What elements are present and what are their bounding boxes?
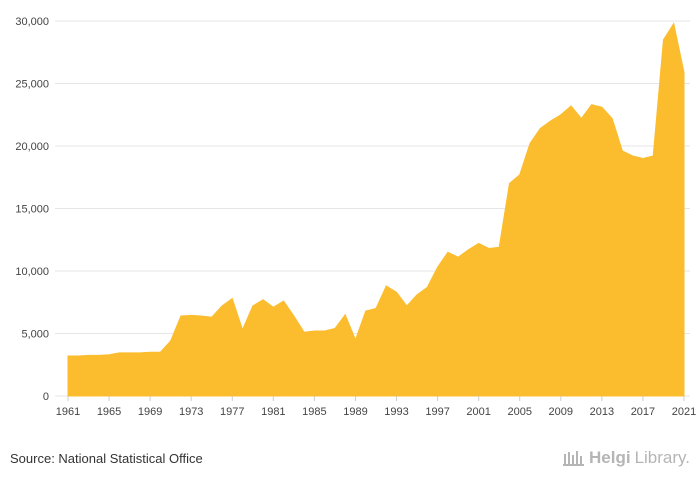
x-tick-label: 2005 — [507, 406, 531, 418]
area-chart: 0 5,000 10,000 15,000 20,000 25,000 30,000 196… — [15, 16, 696, 418]
data-point — [271, 305, 276, 310]
x-tick-label: 1961 — [56, 406, 80, 418]
x-tick-label: 2017 — [631, 406, 655, 418]
data-point — [620, 149, 625, 154]
data-point — [291, 314, 296, 319]
data-point — [66, 354, 71, 359]
y-tick-label: 25,000 — [15, 79, 49, 91]
x-tick-label: 1981 — [261, 406, 285, 418]
x-tick-label: 1985 — [302, 406, 326, 418]
data-point — [528, 141, 533, 146]
data-point — [148, 350, 153, 355]
data-point — [507, 181, 512, 186]
y-tick-label: 30,000 — [15, 16, 49, 28]
data-point — [107, 352, 112, 357]
x-tick-label: 1969 — [138, 406, 162, 418]
data-point — [599, 105, 604, 110]
data-point — [497, 245, 502, 250]
data-point — [353, 337, 358, 342]
data-point — [558, 112, 563, 117]
data-point — [538, 126, 543, 131]
data-point — [96, 353, 101, 358]
x-tick-label: 1993 — [384, 406, 408, 418]
data-point — [127, 350, 132, 355]
data-point — [651, 154, 656, 159]
data-point — [630, 154, 635, 159]
data-point — [189, 313, 194, 318]
source-note: Source: National Statistical Office — [10, 451, 203, 466]
y-tick-label: 0 — [43, 391, 49, 403]
data-point — [466, 247, 471, 252]
data-point — [168, 339, 173, 344]
data-point — [343, 312, 348, 317]
data-point — [209, 315, 214, 320]
x-tick-label: 2021 — [672, 406, 696, 418]
data-point — [661, 37, 666, 42]
data-point — [384, 284, 389, 289]
data-point — [610, 116, 615, 121]
x-tick-label: 1997 — [425, 406, 449, 418]
x-tick-label: 1989 — [343, 406, 367, 418]
x-tick-label: 2009 — [549, 406, 573, 418]
data-point — [158, 350, 163, 355]
logo-text-name: Helgi — [589, 448, 631, 467]
data-point — [302, 330, 307, 335]
data-point — [117, 350, 122, 355]
data-point — [415, 292, 420, 297]
data-point — [363, 309, 368, 314]
data-point — [476, 241, 481, 246]
y-tick-label: 5,000 — [21, 329, 49, 341]
x-tick-label: 1973 — [179, 406, 203, 418]
helgi-library-logo: Helgi Library. — [563, 448, 690, 468]
data-point — [322, 329, 327, 334]
data-point — [569, 104, 574, 109]
data-point — [312, 329, 317, 334]
data-point — [445, 250, 450, 255]
data-point — [76, 354, 81, 359]
logo-text-suffix: Library. — [634, 448, 690, 467]
gridlines — [55, 20, 690, 397]
data-point — [230, 296, 235, 301]
x-axis-ticks: 1961 1965 1969 1973 1977 1981 1985 1989 1993 1997… — [56, 396, 696, 418]
library-building-icon — [563, 451, 584, 466]
area-path — [67, 22, 685, 397]
data-point — [374, 306, 379, 311]
data-point — [682, 70, 687, 75]
data-point — [671, 21, 676, 26]
data-point — [394, 290, 399, 295]
y-tick-label: 20,000 — [15, 141, 49, 153]
data-point — [640, 156, 645, 161]
data-point — [240, 327, 245, 332]
data-point — [404, 304, 409, 309]
y-axis-ticks: 0 5,000 10,000 15,000 20,000 25,000 30,000 — [15, 16, 49, 403]
x-tick-label: 2013 — [590, 406, 614, 418]
data-point — [456, 255, 461, 260]
data-point — [579, 116, 584, 121]
data-point — [435, 265, 440, 270]
x-tick-label: 2001 — [466, 406, 490, 418]
data-point — [86, 353, 91, 358]
data-point — [425, 285, 430, 290]
data-point — [137, 350, 142, 355]
data-point — [199, 314, 204, 319]
data-point — [589, 102, 594, 107]
area-series — [66, 21, 687, 397]
data-point — [486, 246, 491, 251]
x-tick-label: 1977 — [220, 406, 244, 418]
data-point — [178, 314, 183, 319]
data-point — [220, 304, 225, 309]
data-point — [517, 172, 522, 177]
data-point — [548, 119, 553, 124]
data-point — [281, 299, 286, 304]
y-tick-label: 10,000 — [15, 266, 49, 278]
data-point — [250, 304, 255, 309]
data-point — [261, 297, 266, 302]
y-tick-label: 15,000 — [15, 204, 49, 216]
x-tick-label: 1965 — [97, 406, 121, 418]
data-point — [332, 326, 337, 331]
